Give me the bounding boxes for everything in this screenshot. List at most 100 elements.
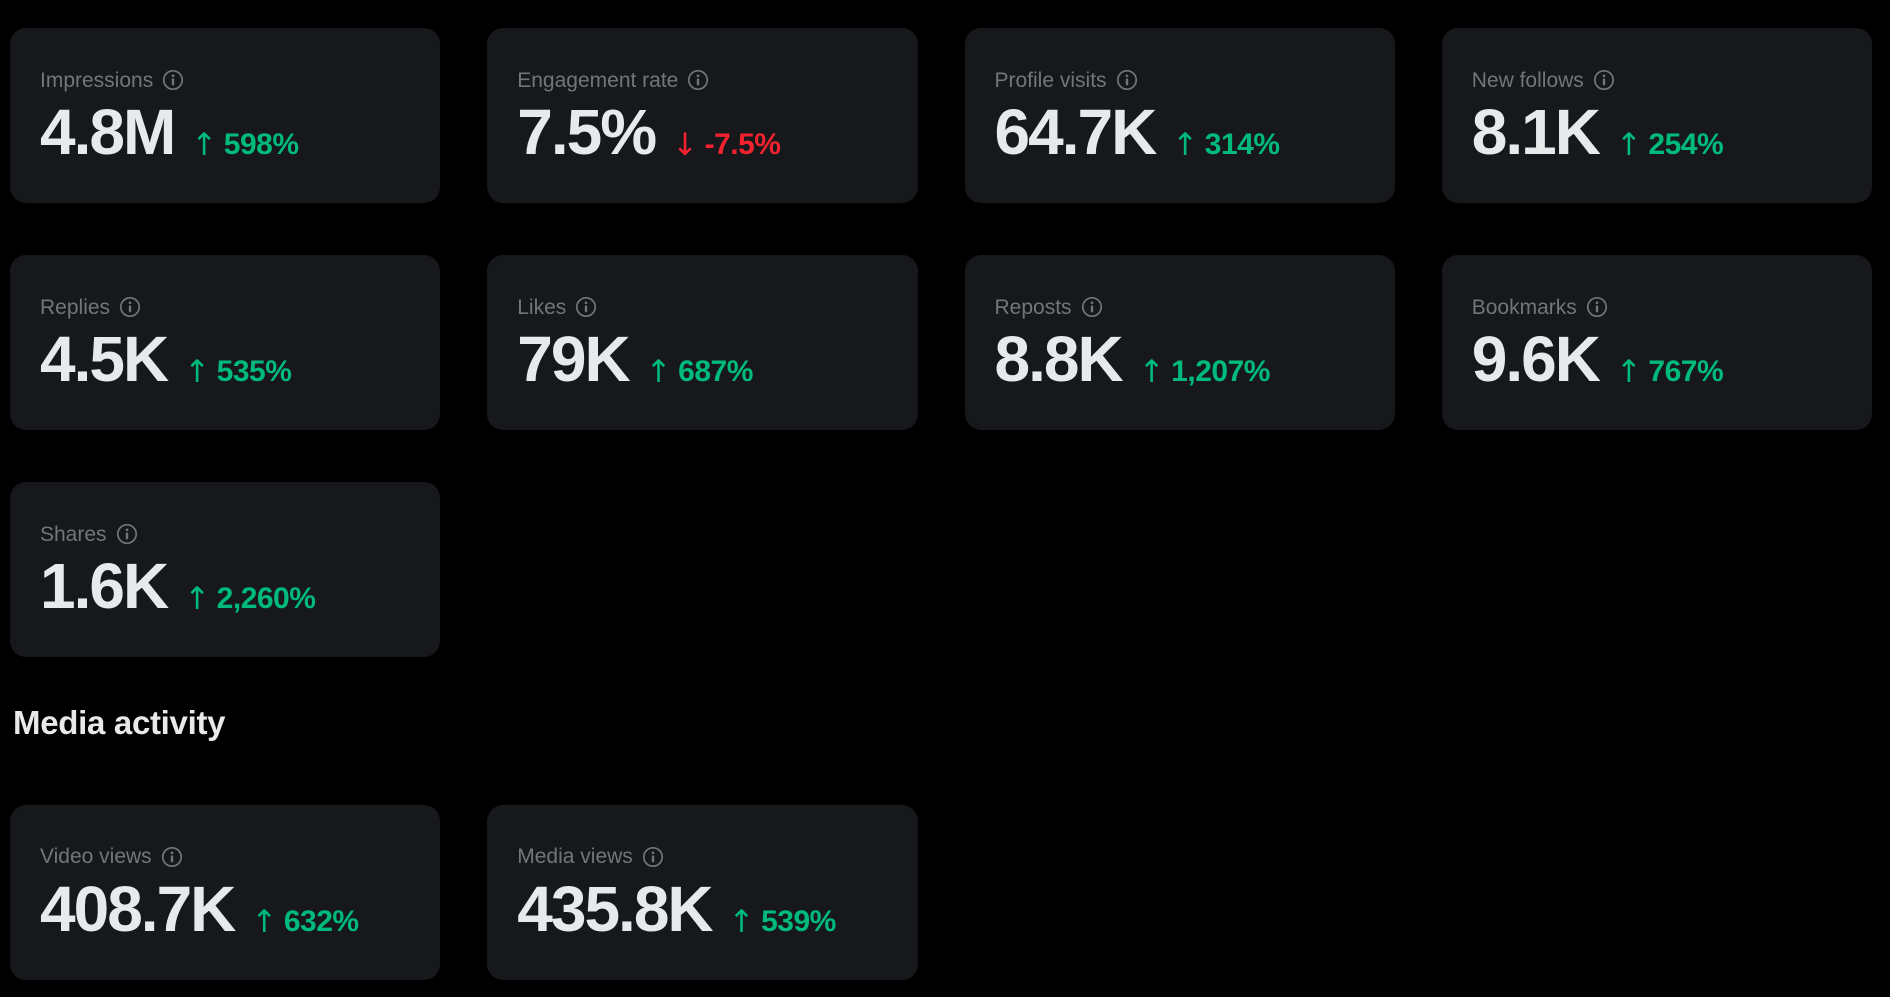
metric-label-row: Likes	[517, 296, 887, 318]
metric-value-row: 1.6K ↑ 2,260%	[40, 550, 410, 623]
metric-value: 79K	[517, 323, 630, 396]
metric-delta: ↑ 254%	[1615, 127, 1724, 164]
metric-label: Profile visits	[994, 68, 1107, 92]
metric-value-row: 79K ↑ 687%	[517, 323, 887, 396]
metric-value: 8.1K	[1471, 96, 1601, 169]
metric-label: New follows	[1471, 68, 1584, 92]
info-icon[interactable]	[161, 846, 183, 868]
metric-delta: ↑ 598%	[191, 127, 299, 164]
metric-value-row: 435.8K ↑ 539%	[517, 872, 887, 945]
metric-value: 64.7K	[994, 96, 1158, 169]
trend-arrow-icon: ↑	[1172, 127, 1198, 164]
metric-delta: ↑ 535%	[184, 354, 292, 391]
metric-label: Bookmarks	[1471, 295, 1577, 319]
metric-label: Engagement rate	[517, 68, 679, 92]
info-icon[interactable]	[687, 69, 709, 91]
info-icon[interactable]	[1593, 69, 1615, 91]
metric-delta: ↓ -7.5%	[672, 127, 781, 164]
metric-value-row: 7.5% ↓ -7.5%	[517, 96, 887, 169]
metric-label-row: Bookmarks	[1472, 296, 1842, 318]
delta-value: -7.5%	[704, 128, 781, 162]
metric-value-row: 408.7K ↑ 632%	[40, 872, 410, 945]
metric-delta: ↑ 539%	[728, 903, 837, 940]
trend-arrow-icon: ↑	[1138, 354, 1165, 391]
metric-card: Engagement rate 7.5% ↓ -7.5%	[487, 28, 918, 203]
delta-value: 632%	[283, 904, 359, 938]
metric-delta: ↑ 632%	[251, 903, 359, 940]
info-icon[interactable]	[1081, 296, 1103, 318]
metric-value-row: 4.8M ↑ 598%	[40, 96, 410, 169]
metric-value-row: 8.1K ↑ 254%	[1471, 96, 1842, 169]
metric-label-row: Engagement rate	[517, 69, 887, 91]
trend-arrow-icon: ↑	[184, 354, 210, 391]
trend-arrow-icon: ↓	[672, 127, 698, 164]
metric-value: 7.5%	[517, 96, 657, 169]
metric-delta: ↑ 687%	[645, 354, 754, 391]
trend-arrow-icon: ↑	[184, 581, 210, 618]
metric-label: Replies	[40, 295, 111, 319]
metric-label: Media views	[517, 845, 633, 869]
metric-label-row: Profile visits	[995, 69, 1365, 91]
trend-arrow-icon: ↑	[191, 127, 217, 164]
metric-label-row: New follows	[1472, 69, 1842, 91]
info-icon[interactable]	[116, 523, 138, 545]
account-overview-grid: Impressions 4.8M ↑ 598% Engagement rate	[10, 28, 1872, 657]
info-icon[interactable]	[1586, 296, 1608, 318]
metric-label: Shares	[40, 522, 107, 546]
info-icon[interactable]	[1116, 69, 1138, 91]
metric-value-row: 4.5K ↑ 535%	[40, 323, 410, 396]
delta-value: 687%	[678, 355, 753, 389]
media-activity-heading: Media activity	[13, 704, 226, 741]
metric-label: Video views	[40, 845, 152, 869]
metric-delta: ↑ 2,260%	[184, 581, 316, 618]
delta-value: 539%	[761, 904, 836, 938]
trend-arrow-icon: ↑	[645, 354, 672, 391]
metric-card: Bookmarks 9.6K ↑ 767%	[1441, 255, 1872, 430]
metric-value: 1.6K	[40, 550, 169, 623]
delta-value: 1,207%	[1171, 355, 1270, 389]
trend-arrow-icon: ↑	[1615, 127, 1642, 164]
metric-value: 435.8K	[517, 872, 713, 945]
info-icon[interactable]	[119, 296, 141, 318]
metric-value: 4.5K	[40, 323, 169, 396]
metric-value-row: 9.6K ↑ 767%	[1471, 323, 1842, 396]
metric-value-row: 8.8K ↑ 1,207%	[994, 323, 1365, 396]
info-icon[interactable]	[575, 296, 597, 318]
metric-value: 4.8M	[40, 96, 176, 169]
metric-card: Profile visits 64.7K ↑ 314%	[964, 28, 1395, 203]
metric-delta: ↑ 1,207%	[1138, 354, 1271, 391]
metric-label-row: Impressions	[40, 69, 410, 91]
delta-value: 535%	[216, 355, 292, 389]
trend-arrow-icon: ↑	[251, 903, 277, 940]
metric-value: 9.6K	[1471, 323, 1601, 396]
trend-arrow-icon: ↑	[1615, 354, 1642, 391]
metric-card: Media views 435.8K ↑ 539%	[487, 804, 918, 980]
metric-delta: ↑ 767%	[1615, 354, 1724, 391]
trend-arrow-icon: ↑	[728, 903, 755, 940]
metric-label-row: Media views	[517, 846, 887, 868]
metric-value: 8.8K	[994, 323, 1124, 396]
metric-card: Likes 79K ↑ 687%	[487, 255, 918, 430]
metric-label-row: Replies	[40, 296, 410, 318]
metric-value: 408.7K	[40, 872, 236, 945]
info-icon[interactable]	[162, 69, 184, 91]
delta-value: 767%	[1648, 355, 1724, 389]
metric-card: Video views 408.7K ↑ 632%	[10, 804, 441, 980]
metric-card: Replies 4.5K ↑ 535%	[10, 255, 441, 430]
metric-card: Reposts 8.8K ↑ 1,207%	[964, 255, 1395, 430]
metric-label-row: Video views	[40, 846, 410, 868]
metric-card: Shares 1.6K ↑ 2,260%	[10, 482, 441, 657]
metric-card: Impressions 4.8M ↑ 598%	[10, 28, 441, 203]
media-activity-grid: Video views 408.7K ↑ 632% Media views	[10, 804, 1872, 980]
metric-label-row: Shares	[40, 523, 410, 545]
delta-value: 2,260%	[216, 582, 316, 616]
delta-value: 314%	[1204, 128, 1280, 162]
info-icon[interactable]	[642, 846, 664, 868]
delta-value: 598%	[223, 128, 299, 162]
metric-value-row: 64.7K ↑ 314%	[994, 96, 1365, 169]
metric-label: Likes	[517, 295, 567, 319]
delta-value: 254%	[1648, 128, 1724, 162]
metric-label: Impressions	[40, 68, 154, 92]
metric-delta: ↑ 314%	[1172, 127, 1280, 164]
